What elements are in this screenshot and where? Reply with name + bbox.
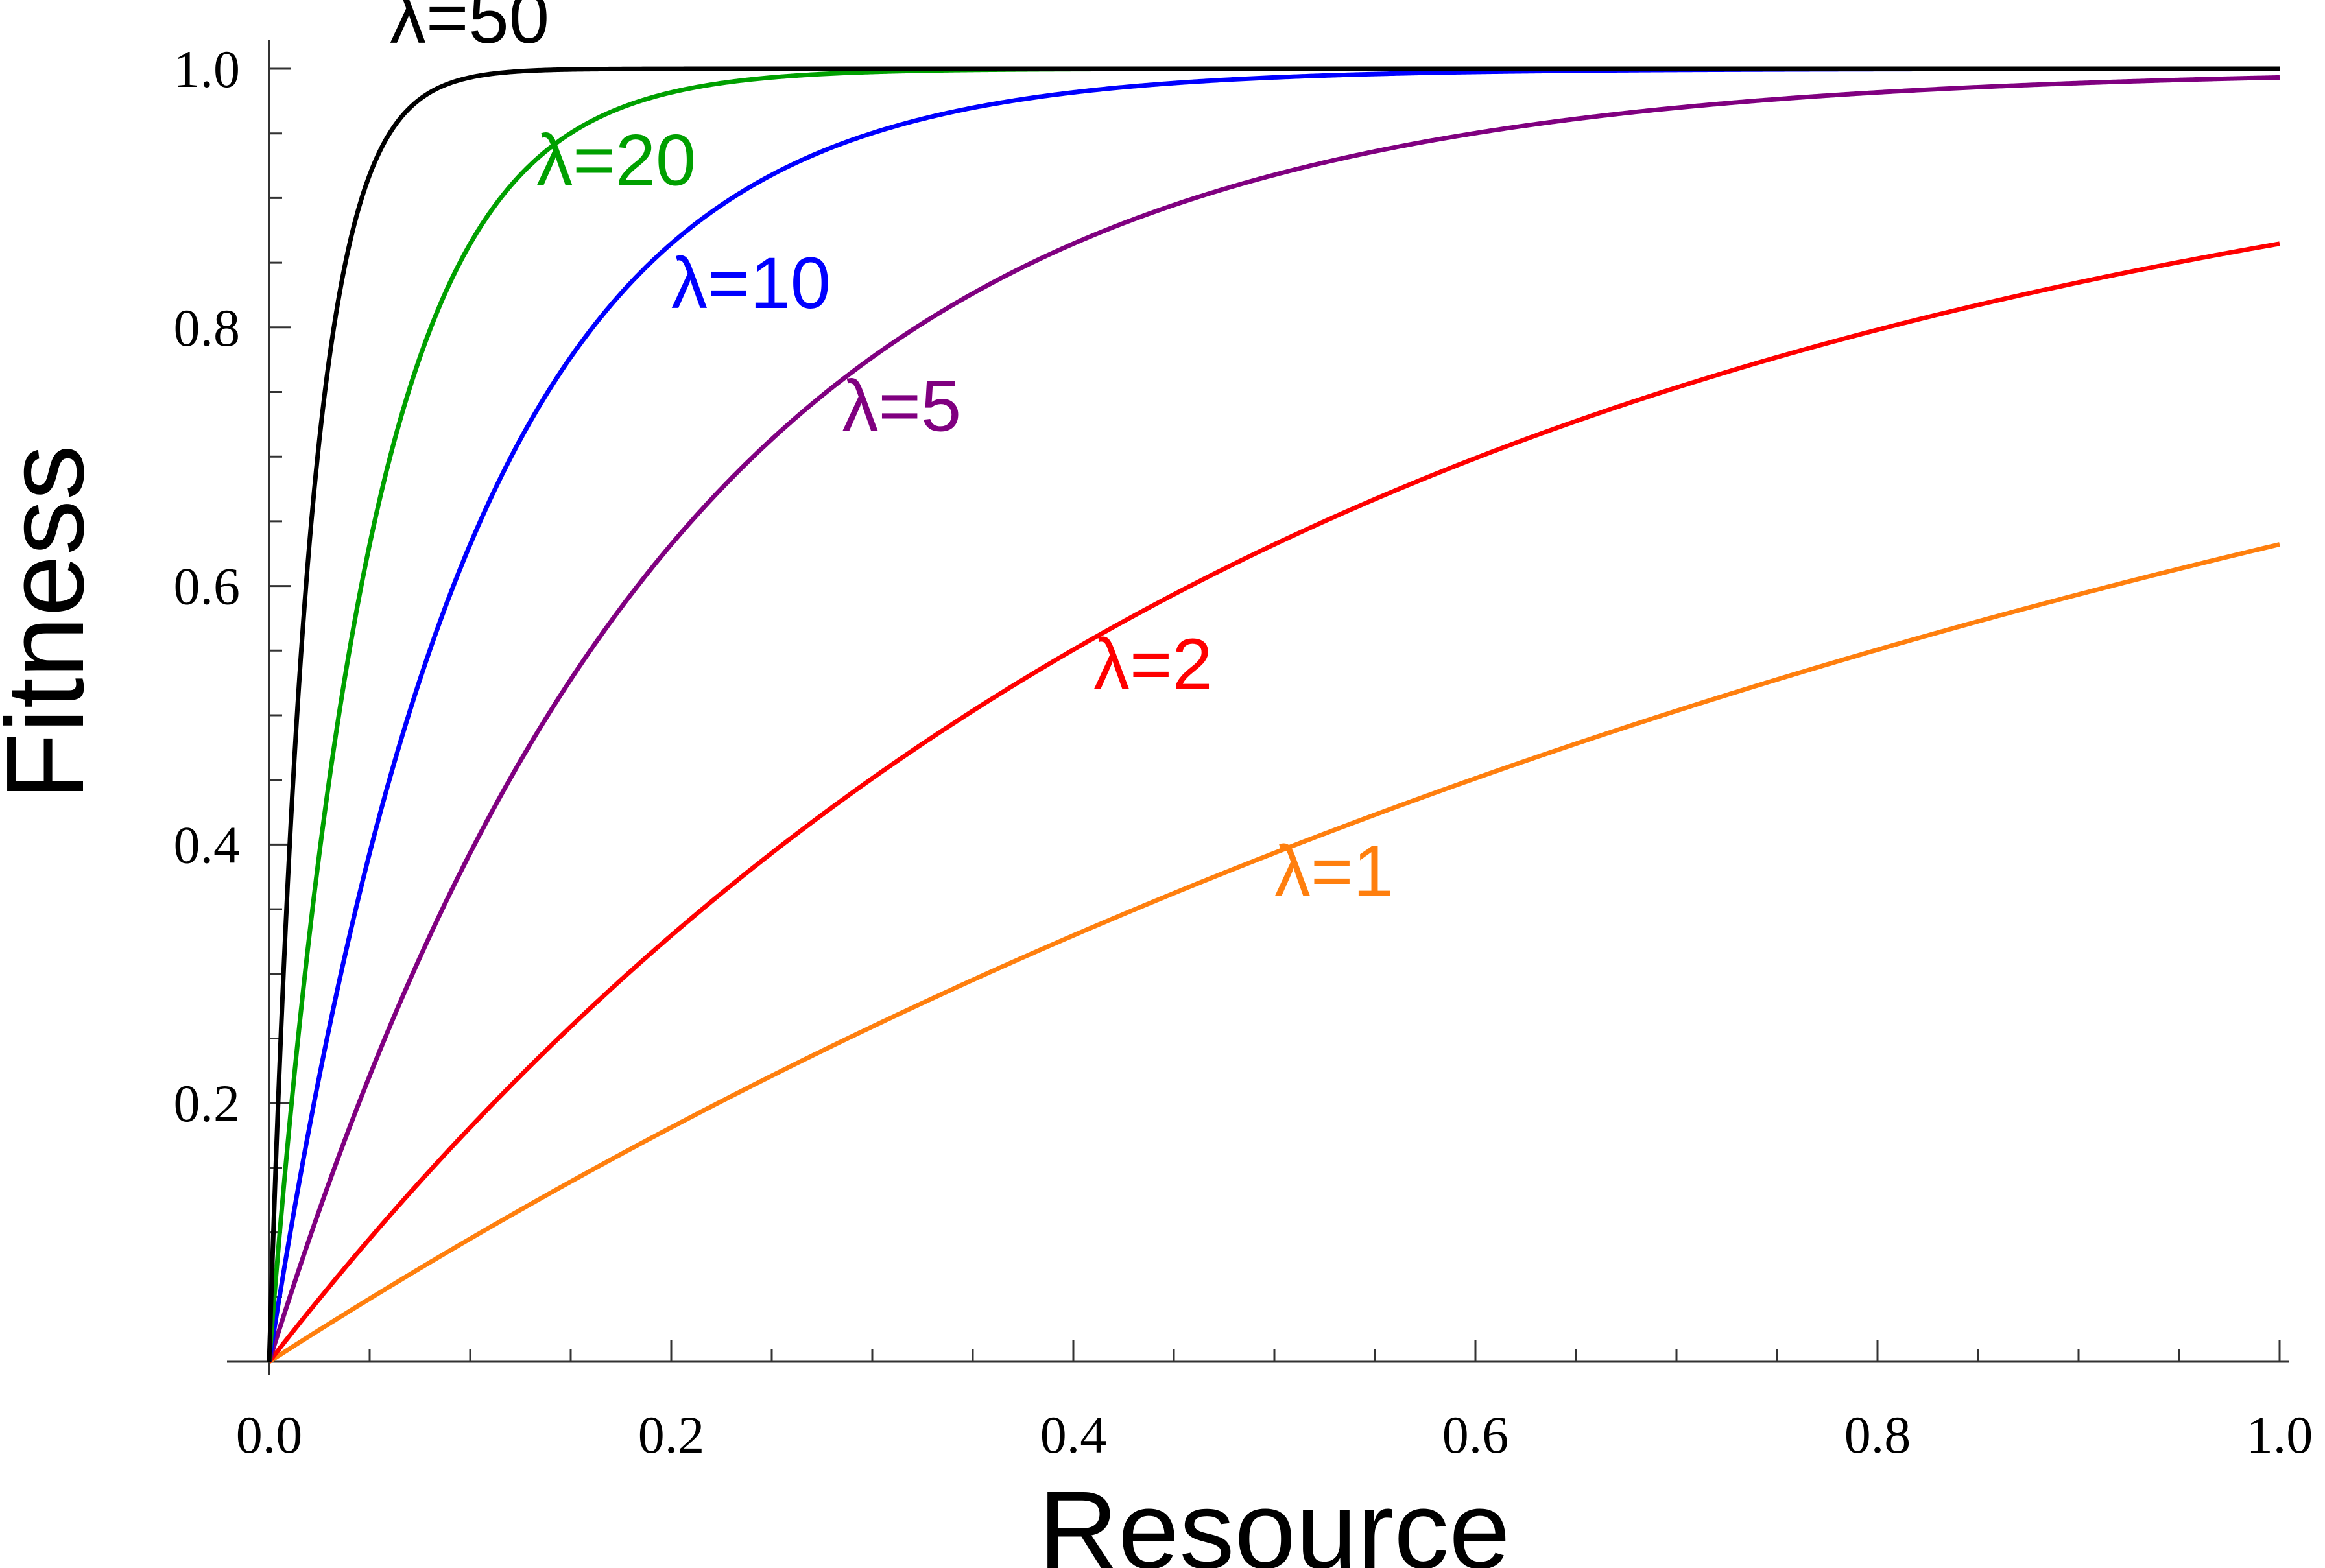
x-tick-label: 0.4 bbox=[1040, 1405, 1107, 1464]
x-tick-label: 1.0 bbox=[2247, 1405, 2313, 1464]
series-label-lambda-20: λ=20 bbox=[536, 119, 696, 200]
series-label-lambda-5: λ=5 bbox=[842, 365, 962, 446]
series-line-lambda-20 bbox=[267, 66, 2280, 1362]
axes bbox=[227, 40, 2289, 1375]
series-line-lambda-5 bbox=[267, 75, 2280, 1363]
x-tick-label: 0.2 bbox=[638, 1405, 705, 1464]
y-tick-label: 0.8 bbox=[174, 298, 241, 357]
series-label-lambda-1: λ=1 bbox=[1274, 831, 1394, 912]
series-labels: λ=1 λ=2 λ=5λ=10 λ=20 λ=50 bbox=[390, 0, 1394, 912]
y-axis-title: Fitness bbox=[0, 445, 107, 800]
series-line-lambda-10 bbox=[267, 66, 2280, 1362]
series-label-lambda-50: λ=50 bbox=[390, 0, 549, 58]
series-lines bbox=[267, 66, 2280, 1364]
x-axis-title: Resource bbox=[1038, 1469, 1510, 1568]
series-label-lambda-10: λ=10 bbox=[671, 243, 831, 324]
y-tick-label: 0.6 bbox=[174, 557, 241, 616]
ticks bbox=[268, 67, 2281, 1362]
x-tick-label: 0.0 bbox=[236, 1405, 303, 1464]
x-tick-label: 0.6 bbox=[1442, 1405, 1509, 1464]
series-line-lambda-50 bbox=[267, 66, 2280, 1362]
y-tick-label: 0.2 bbox=[174, 1074, 241, 1133]
series-line-lambda-1 bbox=[268, 542, 2280, 1364]
x-tick-label: 0.8 bbox=[1844, 1405, 1911, 1464]
series-label-lambda-2: λ=2 bbox=[1093, 624, 1213, 705]
series-line-lambda-2 bbox=[267, 241, 2280, 1364]
y-tick-label: 0.4 bbox=[174, 815, 241, 874]
tick-labels: 0.0 0.2 0.4 0.6 0.8 1.0 0.2 0.4 0.6 0.8 1.0 bbox=[174, 40, 2313, 1464]
y-tick-label: 1.0 bbox=[174, 40, 241, 99]
